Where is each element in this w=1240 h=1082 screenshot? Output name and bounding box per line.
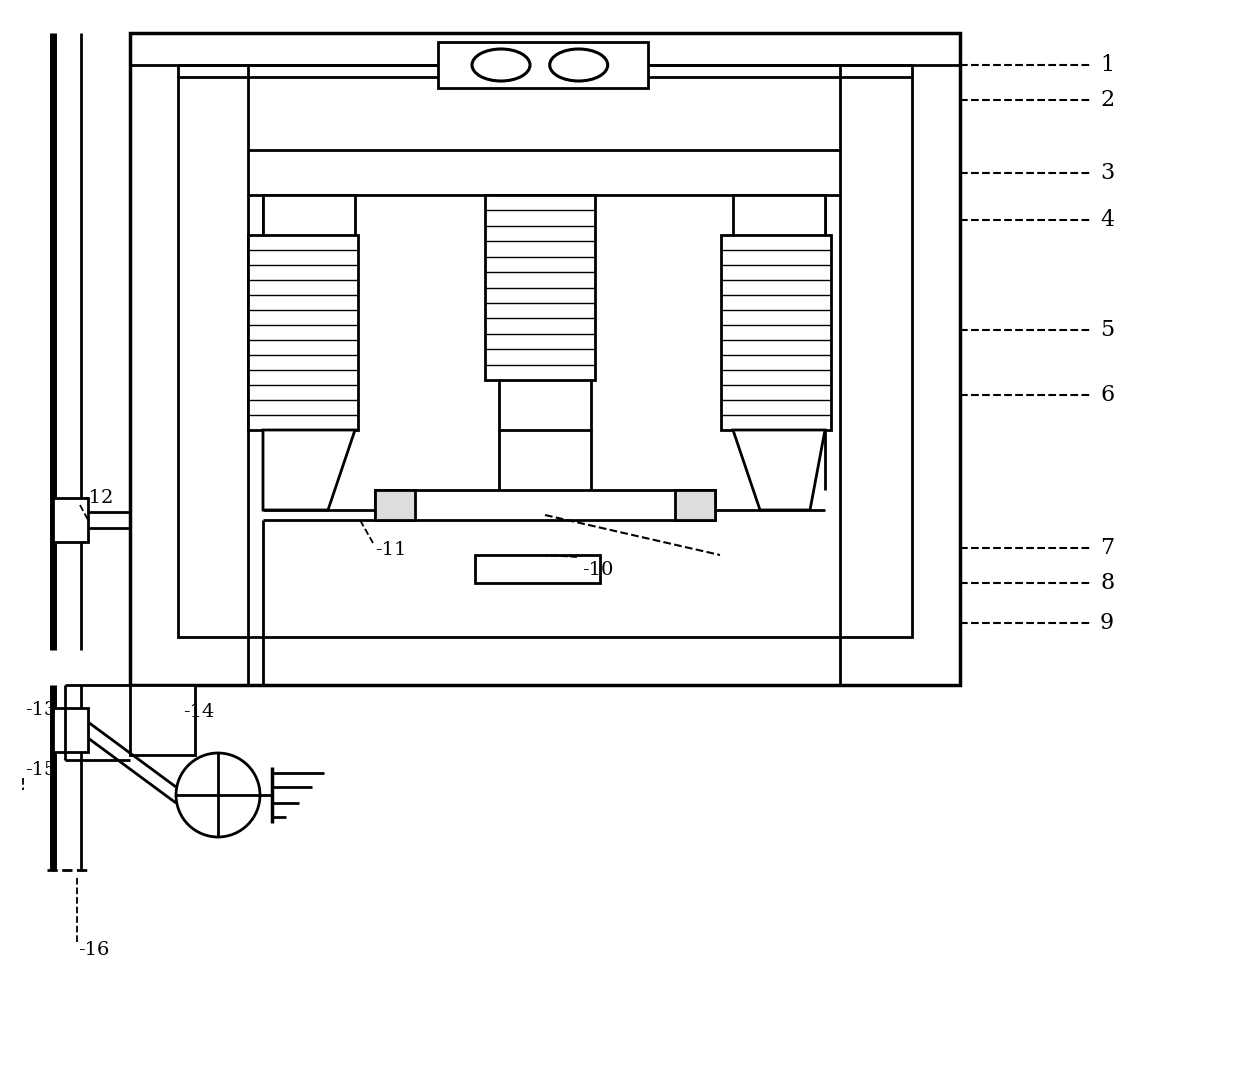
Ellipse shape (549, 49, 608, 81)
Bar (263, 195, 355, 430)
Text: 4: 4 (1100, 209, 1114, 230)
Bar (675, 490, 715, 520)
Ellipse shape (472, 49, 529, 81)
Bar (53, 498, 88, 542)
Bar (485, 195, 595, 380)
Text: 5: 5 (1100, 319, 1114, 341)
Bar (720, 235, 831, 430)
Bar (374, 490, 715, 520)
Bar (475, 555, 600, 583)
Text: 3: 3 (1100, 162, 1115, 184)
Bar (130, 685, 195, 755)
Text: -14: -14 (184, 703, 215, 721)
Bar (498, 195, 591, 430)
Bar (438, 42, 649, 88)
Text: 6: 6 (1100, 384, 1114, 406)
Bar (53, 708, 88, 752)
Text: 9: 9 (1100, 612, 1114, 634)
Text: -11: -11 (374, 541, 407, 559)
Text: -10: -10 (582, 560, 614, 579)
Bar (130, 32, 960, 685)
Circle shape (176, 753, 260, 837)
Text: 7: 7 (1100, 537, 1114, 559)
Text: 8: 8 (1100, 572, 1115, 594)
Bar (179, 77, 911, 637)
Bar (374, 490, 415, 520)
Text: 2: 2 (1100, 89, 1114, 111)
Bar (733, 195, 825, 430)
Polygon shape (733, 430, 825, 510)
Text: -16: -16 (78, 941, 109, 959)
Text: -13: -13 (25, 701, 57, 720)
Text: -15: -15 (25, 761, 56, 779)
Bar (248, 150, 839, 195)
Polygon shape (263, 430, 355, 510)
Text: -12: -12 (82, 489, 113, 507)
Text: 1: 1 (1100, 54, 1114, 76)
Bar (248, 235, 358, 430)
